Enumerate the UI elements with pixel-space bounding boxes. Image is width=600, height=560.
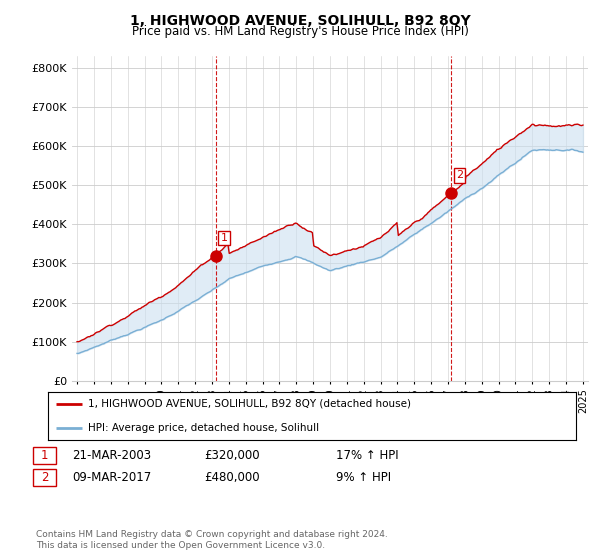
Text: 9% ↑ HPI: 9% ↑ HPI	[336, 471, 391, 484]
Text: 2: 2	[456, 170, 463, 180]
Text: 1: 1	[41, 449, 48, 462]
Text: £320,000: £320,000	[204, 449, 260, 462]
Text: Price paid vs. HM Land Registry's House Price Index (HPI): Price paid vs. HM Land Registry's House …	[131, 25, 469, 38]
Text: This data is licensed under the Open Government Licence v3.0.: This data is licensed under the Open Gov…	[36, 541, 325, 550]
Text: HPI: Average price, detached house, Solihull: HPI: Average price, detached house, Soli…	[88, 423, 319, 433]
Text: 17% ↑ HPI: 17% ↑ HPI	[336, 449, 398, 462]
Text: 1: 1	[221, 233, 227, 243]
Text: Contains HM Land Registry data © Crown copyright and database right 2024.: Contains HM Land Registry data © Crown c…	[36, 530, 388, 539]
Text: 21-MAR-2003: 21-MAR-2003	[72, 449, 151, 462]
Text: £480,000: £480,000	[204, 471, 260, 484]
Text: 09-MAR-2017: 09-MAR-2017	[72, 471, 151, 484]
Text: 1, HIGHWOOD AVENUE, SOLIHULL, B92 8QY: 1, HIGHWOOD AVENUE, SOLIHULL, B92 8QY	[130, 14, 470, 28]
Text: 2: 2	[41, 471, 48, 484]
Text: 1, HIGHWOOD AVENUE, SOLIHULL, B92 8QY (detached house): 1, HIGHWOOD AVENUE, SOLIHULL, B92 8QY (d…	[88, 399, 410, 409]
